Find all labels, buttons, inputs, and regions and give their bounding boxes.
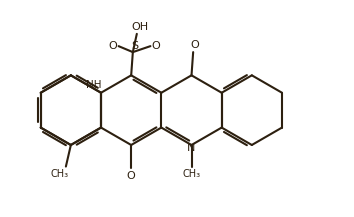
Text: O: O — [152, 41, 160, 51]
Text: O: O — [109, 41, 117, 51]
Text: OH: OH — [132, 22, 149, 32]
Text: N: N — [187, 143, 196, 153]
Text: O: O — [127, 171, 136, 181]
Text: NH: NH — [86, 81, 102, 90]
Text: CH₃: CH₃ — [182, 169, 201, 179]
Text: CH₃: CH₃ — [51, 169, 69, 179]
Text: O: O — [190, 41, 199, 51]
Text: S: S — [131, 41, 138, 51]
